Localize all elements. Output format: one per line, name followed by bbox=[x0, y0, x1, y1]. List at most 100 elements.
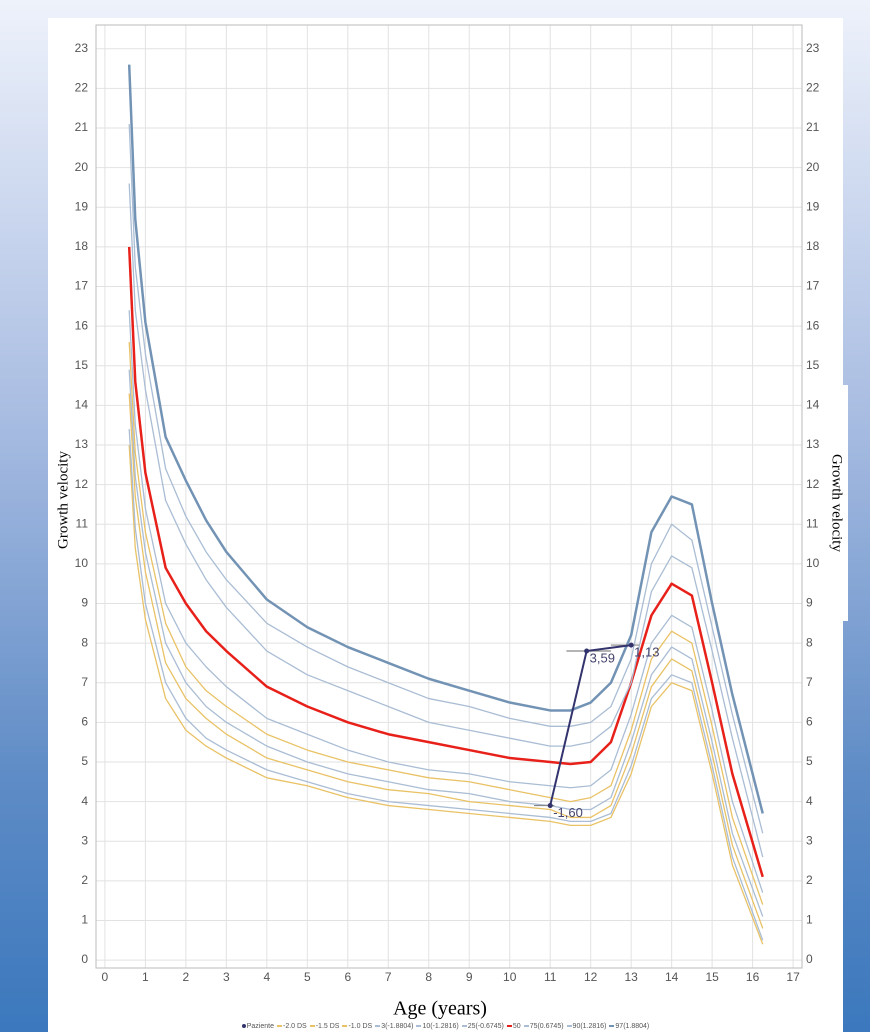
legend-item[interactable]: 50 bbox=[506, 1022, 521, 1032]
y-tick-label: 5 bbox=[81, 754, 88, 768]
y2-tick-label: 13 bbox=[806, 437, 820, 451]
x-tick-label: 6 bbox=[344, 970, 351, 984]
legend-item[interactable]: -1.0 DS bbox=[342, 1022, 372, 1032]
x-tick-label: 2 bbox=[183, 970, 190, 984]
legend-label: -2.0 DS bbox=[282, 1023, 307, 1030]
legend-item[interactable]: -2.0 DS bbox=[276, 1022, 307, 1032]
y2-tick-label: 21 bbox=[806, 120, 820, 134]
x-tick-label: 11 bbox=[544, 970, 557, 984]
x-tick-label: 8 bbox=[425, 970, 432, 984]
legend-item[interactable]: 25(-0.6745) bbox=[461, 1022, 504, 1032]
point-label: 1,13 bbox=[634, 645, 659, 660]
y2-tick-label: 19 bbox=[806, 199, 820, 213]
legend-swatch bbox=[523, 1025, 529, 1028]
legend-label: 97(1.8804) bbox=[615, 1023, 650, 1030]
legend-item[interactable]: 75(0.6745) bbox=[523, 1022, 564, 1032]
x-tick-label: 7 bbox=[385, 970, 392, 984]
legend-label: -1.5 DS bbox=[315, 1023, 340, 1030]
legend-swatch bbox=[609, 1025, 615, 1028]
legend-item[interactable]: Paziente bbox=[241, 1022, 274, 1032]
chart-panel bbox=[48, 18, 843, 1032]
y-tick-label: 22 bbox=[75, 81, 89, 95]
y2-tick-label: 14 bbox=[806, 398, 820, 412]
y2-tick-label: 11 bbox=[806, 516, 819, 530]
legend-item[interactable]: 97(1.8804) bbox=[609, 1022, 649, 1032]
y-tick-label: 8 bbox=[81, 635, 88, 649]
series-line bbox=[128, 444, 764, 945]
y-tick-label: 12 bbox=[75, 477, 89, 491]
y2-tick-label: 5 bbox=[806, 754, 813, 768]
x-tick-label: 14 bbox=[665, 970, 679, 984]
legend-swatch bbox=[276, 1025, 282, 1028]
y-tick-label: 21 bbox=[75, 120, 89, 134]
lines: -1,60 3,59 1,13 bbox=[127, 64, 764, 945]
y-tick-label: 11 bbox=[76, 516, 89, 530]
y2-tick-label: 7 bbox=[806, 675, 813, 689]
y2-tick-label: 2 bbox=[806, 873, 813, 887]
y-tick-label: 16 bbox=[75, 318, 89, 332]
y-tick-label: 4 bbox=[81, 794, 88, 808]
y2-tick-label: 15 bbox=[806, 358, 820, 372]
series-line bbox=[128, 124, 764, 834]
legend-label: 3(-1.8804) bbox=[381, 1023, 414, 1030]
series-line bbox=[128, 369, 764, 917]
patient-point bbox=[547, 803, 553, 809]
x-axis-title: Age (years) bbox=[393, 998, 487, 1020]
legend-swatch bbox=[309, 1025, 315, 1028]
x-tick-label: 10 bbox=[503, 970, 517, 984]
point-label: 3,59 bbox=[590, 650, 615, 665]
y-tick-label: 20 bbox=[75, 160, 89, 174]
x-tick-label: 13 bbox=[624, 970, 638, 984]
legend-label: -1.0 DS bbox=[348, 1023, 373, 1030]
x-tick-label: 0 bbox=[102, 970, 109, 984]
series-line bbox=[127, 246, 764, 878]
legend-item[interactable]: 10(-1.2816) bbox=[416, 1022, 459, 1032]
y-tick-label: 0 bbox=[81, 952, 88, 966]
y2-tick-label: 6 bbox=[806, 715, 813, 729]
series-line bbox=[128, 310, 764, 893]
legend-label: 75(0.6745) bbox=[529, 1023, 564, 1030]
series-line bbox=[128, 393, 764, 929]
legend-swatch bbox=[375, 1025, 381, 1028]
x-tick-label: 1 bbox=[142, 970, 149, 984]
legend-swatch bbox=[566, 1025, 572, 1028]
y-tick-label: 14 bbox=[75, 398, 89, 412]
y2-tick-label: 16 bbox=[806, 318, 820, 332]
y-tick-label: 18 bbox=[75, 239, 89, 253]
legend-item[interactable]: -1.5 DS bbox=[309, 1022, 340, 1032]
x-tick-label: 9 bbox=[466, 970, 473, 984]
y2-tick-label: 4 bbox=[806, 794, 813, 808]
y2-axis-title: Growth velocity bbox=[829, 454, 845, 552]
legend-item[interactable]: 3(-1.8804) bbox=[375, 1022, 413, 1032]
legend-label: 10(-1.2816) bbox=[422, 1023, 459, 1030]
y2-tick-label: 1 bbox=[806, 913, 813, 927]
patient-point bbox=[628, 642, 634, 648]
legend-item[interactable]: 90(1.2816) bbox=[566, 1022, 606, 1032]
series-line bbox=[127, 64, 764, 814]
x-tick-label: 15 bbox=[705, 970, 719, 984]
y-tick-label: 10 bbox=[75, 556, 89, 570]
y2-tick-label: 20 bbox=[806, 160, 820, 174]
legend-swatch bbox=[461, 1025, 467, 1028]
x-tick-label: 12 bbox=[584, 970, 598, 984]
y2-tick-label: 0 bbox=[806, 952, 813, 966]
x-tick-label: 3 bbox=[223, 970, 230, 984]
legend-swatch bbox=[506, 1025, 512, 1028]
y2-tick-label: 3 bbox=[806, 833, 813, 847]
x-tick-label: 5 bbox=[304, 970, 311, 984]
x-tick-label: 17 bbox=[786, 970, 800, 984]
y-tick-label: 9 bbox=[81, 596, 88, 610]
series-line bbox=[128, 429, 764, 941]
y2-tick-label: 8 bbox=[806, 635, 813, 649]
y-tick-label: 19 bbox=[75, 199, 89, 213]
plot-frame bbox=[95, 24, 803, 969]
series-line bbox=[128, 341, 764, 905]
point-label: -1,60 bbox=[553, 805, 583, 820]
y-tick-label: 13 bbox=[75, 437, 89, 451]
y2-tick-label: 17 bbox=[806, 279, 820, 293]
x-tick-label: 4 bbox=[263, 970, 270, 984]
legend-swatch bbox=[241, 1024, 246, 1029]
x-tick-label: 16 bbox=[746, 970, 760, 984]
